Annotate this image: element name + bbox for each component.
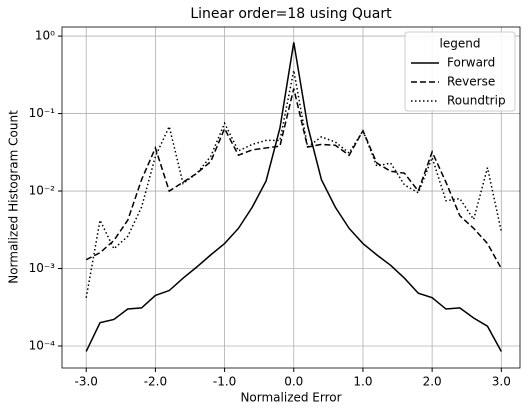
line-series [85,88,502,269]
x-tick-label: -2.0 [144,375,167,389]
y-axis-label: Normalized Histogram Count [7,110,21,284]
legend-label: Roundtrip [447,94,506,108]
x-tick-label: 2.0 [423,375,442,389]
legend-label: Forward [447,56,495,70]
x-tick-label: 1.0 [353,375,372,389]
x-tick-label: 0.0 [284,375,303,389]
y-tick-label: 10⁻² [29,184,56,198]
x-tick-label: 3.0 [492,375,511,389]
y-tick-label: 10⁻¹ [29,106,56,120]
legend-box [404,31,516,112]
y-tick-label: 10⁻³ [29,261,56,275]
chart-title: Linear order=18 using Quart [190,6,392,22]
plot-frame [61,26,521,369]
y-tick-label: 10⁰ [35,29,55,43]
x-tick-label: -1.0 [213,375,236,389]
line-series [85,42,502,352]
legend-title: legend [440,37,481,51]
x-tick-label: -3.0 [75,375,98,389]
legend-label: Reverse [447,75,495,89]
y-tick-label: 10⁻⁴ [29,338,56,352]
x-axis-label: Normalized Error [240,391,341,405]
